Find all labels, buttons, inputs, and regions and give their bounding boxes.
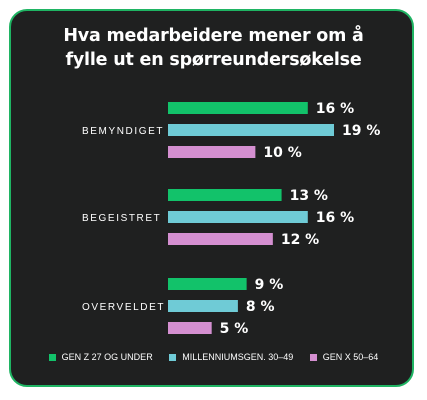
bar-bemyndiget-series-1 xyxy=(168,124,334,136)
data-label-begeistret-series-1: 16 % xyxy=(316,210,354,226)
data-label-begeistret-series-2: 12 % xyxy=(281,232,319,248)
legend-label-gen-x: GEN X 50–64 xyxy=(322,352,379,362)
chart-title-line-1: Hva medarbeidere mener om å xyxy=(63,26,364,46)
legend-swatch-gen-z xyxy=(48,353,56,361)
data-label-overveldet-series-2: 5 % xyxy=(220,321,249,337)
chart-legend: GEN Z 27 OG UNDER MILLENNIUMSGEN. 30–49 … xyxy=(0,352,427,363)
data-label-begeistret-series-0: 13 % xyxy=(290,188,328,204)
category-label-bemyndiget: BEMYNDIGET xyxy=(82,126,164,137)
legend-item-gen-x: GEN X 50–64 xyxy=(309,352,379,362)
chart-title-line-2: fylle ut en spørreundersøkelse xyxy=(65,50,362,70)
category-label-begeistret: BEGEISTRET xyxy=(82,213,161,224)
data-label-overveldet-series-1: 8 % xyxy=(246,299,275,315)
legend-label-gen-z: GEN Z 27 OG UNDER xyxy=(61,352,153,362)
bar-begeistret-series-2 xyxy=(168,233,273,245)
category-label-overveldet: OVERVELDET xyxy=(82,302,165,313)
bar-overveldet-series-0 xyxy=(168,278,247,290)
legend-item-gen-z: GEN Z 27 OG UNDER xyxy=(48,352,153,362)
bar-overveldet-series-2 xyxy=(168,322,212,334)
bar-bemyndiget-series-2 xyxy=(168,146,256,158)
bar-begeistret-series-0 xyxy=(168,189,282,201)
data-label-bemyndiget-series-0: 16 % xyxy=(316,101,354,117)
data-label-bemyndiget-series-1: 19 % xyxy=(342,123,380,139)
legend-label-millennials: MILLENNIUMSGEN. 30–49 xyxy=(182,352,294,362)
legend-swatch-gen-x xyxy=(309,353,317,361)
chart-title: Hva medarbeidere mener om å fylle ut en … xyxy=(0,24,427,72)
bar-bemyndiget-series-0 xyxy=(168,102,308,114)
data-label-bemyndiget-series-2: 10 % xyxy=(263,145,301,161)
legend-swatch-millennials xyxy=(169,353,177,361)
data-label-overveldet-series-0: 9 % xyxy=(255,277,284,293)
bar-begeistret-series-1 xyxy=(168,211,308,223)
bar-overveldet-series-1 xyxy=(168,300,238,312)
legend-item-millennials: MILLENNIUMSGEN. 30–49 xyxy=(169,352,293,362)
